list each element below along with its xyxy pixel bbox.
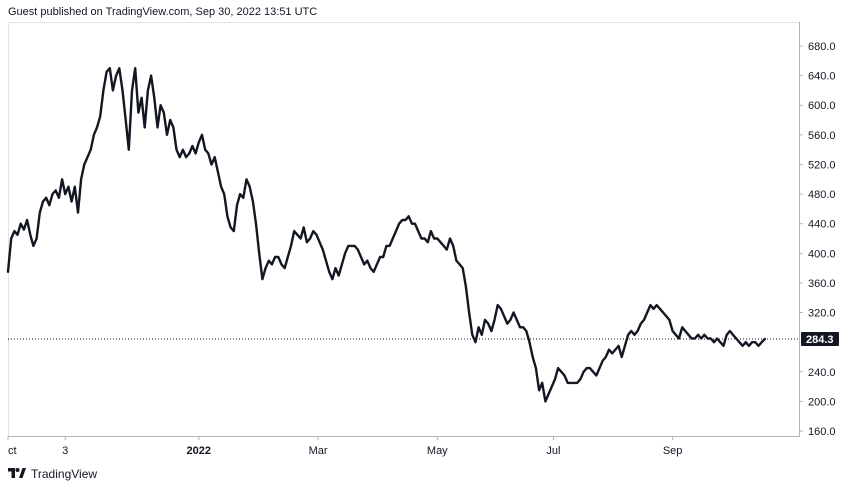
- x-tick-label: Mar: [309, 445, 328, 457]
- x-tick-label: Sep: [663, 445, 683, 457]
- y-tick-label: 640.0: [808, 71, 836, 83]
- y-tick-label: 680.0: [808, 41, 836, 53]
- last-price-value: 284.3: [806, 334, 834, 346]
- price-axis-border: [799, 22, 800, 437]
- y-tick-label: 520.0: [808, 159, 836, 171]
- last-price-badge: [801, 331, 839, 346]
- x-tick-label: May: [427, 445, 448, 457]
- x-tick-label: Jul: [546, 445, 560, 457]
- y-tick-label: 360.0: [808, 278, 836, 290]
- x-tick-label: 3: [62, 445, 68, 457]
- price-series-line[interactable]: [6, 66, 766, 403]
- y-tick-label: 320.0: [808, 308, 836, 320]
- x-tick-label: ct: [8, 445, 17, 457]
- publish-info: Guest published on TradingView.com, Sep …: [8, 6, 318, 18]
- y-tick-label: 400.0: [808, 248, 836, 260]
- y-tick-label: 600.0: [808, 100, 836, 112]
- x-tick-label: 2022: [187, 445, 211, 457]
- time-axis-border: [8, 436, 800, 437]
- tradingview-logo-icon: [8, 468, 26, 478]
- tradingview-brand: TradingView: [31, 467, 98, 481]
- y-tick-label: 440.0: [808, 219, 836, 231]
- y-tick-label: 480.0: [808, 189, 836, 201]
- y-tick-label: 160.0: [808, 426, 836, 438]
- tradingview-footer[interactable]: TradingView: [8, 466, 97, 482]
- y-tick-label: 560.0: [808, 130, 836, 142]
- y-tick-label: 240.0: [808, 367, 836, 379]
- y-tick-label: 200.0: [808, 396, 836, 408]
